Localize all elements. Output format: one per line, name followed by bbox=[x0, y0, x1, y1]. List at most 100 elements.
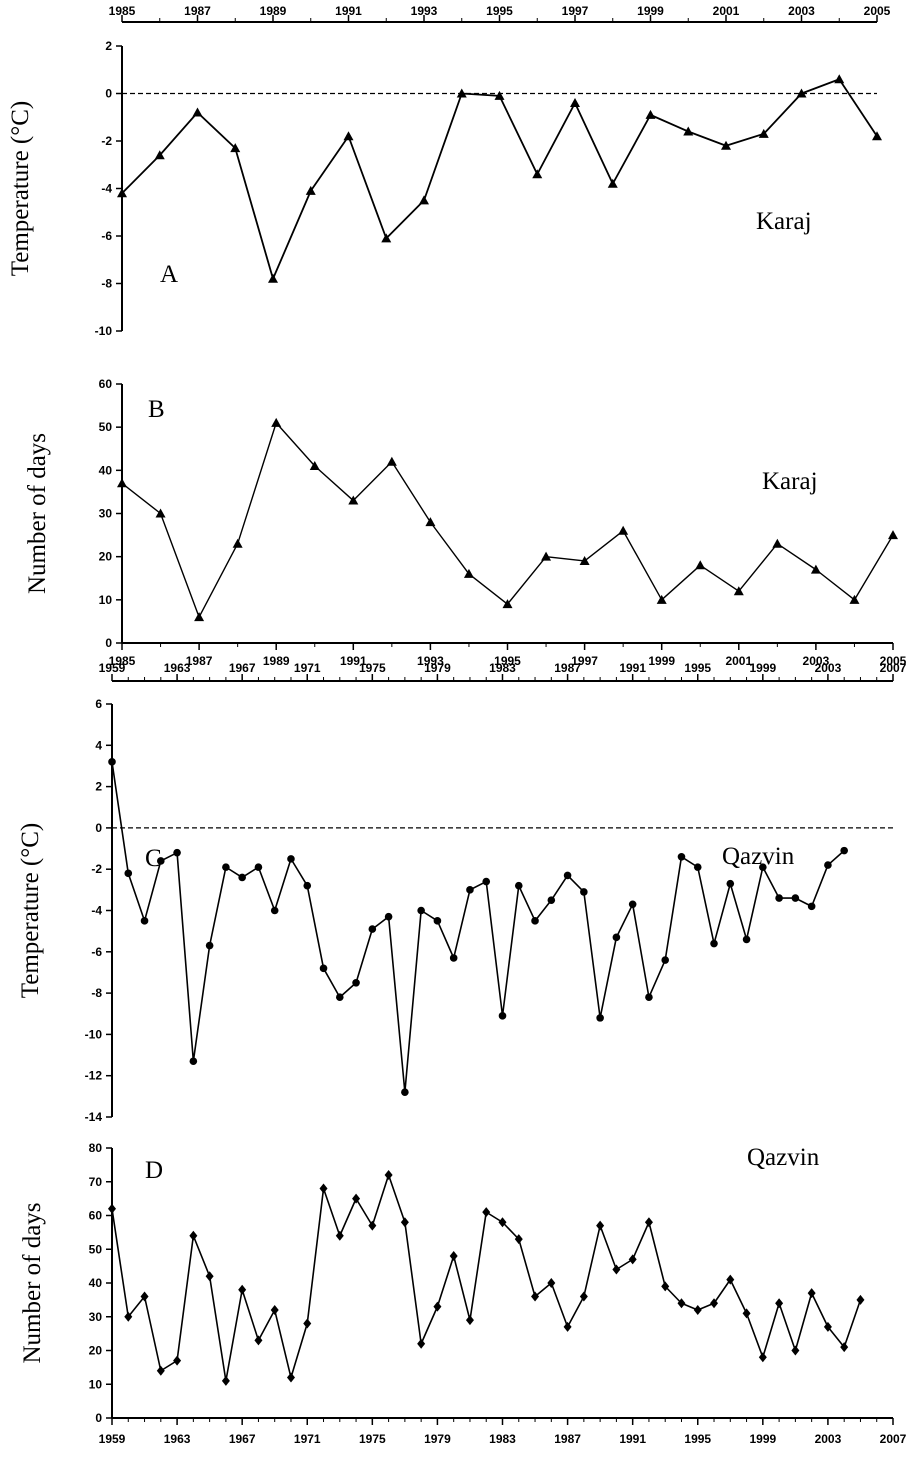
x-tick-label: 1959 bbox=[99, 1432, 126, 1446]
data-point-marker bbox=[807, 1288, 816, 1299]
data-point-marker bbox=[758, 128, 769, 138]
x-tick-label: 2001 bbox=[725, 654, 752, 668]
data-point-marker bbox=[449, 1251, 458, 1261]
x-tick-label: 1987 bbox=[554, 661, 581, 675]
data-point-marker bbox=[352, 978, 360, 987]
panel-c-temperature-qazvin: -14 -12 -10 -8 -6 -4 -2 0 2 4 6 1959 1963 1967 1971 197… bbox=[17, 661, 907, 1124]
data-point-marker bbox=[140, 1291, 149, 1302]
data-point-marker bbox=[140, 917, 149, 925]
data-point-marker bbox=[335, 993, 344, 1002]
data-point-marker bbox=[570, 98, 580, 107]
data-point-marker bbox=[514, 881, 523, 890]
y-tick-label: 4 bbox=[95, 738, 102, 752]
panel-letter: D bbox=[145, 1157, 163, 1184]
data-point-marker bbox=[796, 88, 807, 98]
panel-a-temperature-karaj: -10 -8 -6 -4 -2 0 2 1985 1987 1989 1991 1993 1995 199… bbox=[7, 4, 891, 338]
data-point-marker bbox=[759, 863, 767, 871]
data-point-marker bbox=[268, 273, 278, 283]
y-tick-label: 80 bbox=[89, 1141, 103, 1155]
data-point-marker bbox=[888, 530, 898, 540]
data-point-marker bbox=[384, 912, 393, 921]
data-point-marker bbox=[775, 894, 783, 902]
data-point-marker bbox=[498, 1217, 507, 1228]
data-point-marker bbox=[494, 90, 505, 100]
x-tick-label: 1993 bbox=[417, 654, 444, 668]
station-label: Karaj bbox=[762, 468, 818, 495]
y-axis-label: Temperature (°C) bbox=[17, 823, 44, 999]
data-point-marker bbox=[400, 1217, 409, 1228]
data-point-marker bbox=[155, 508, 166, 518]
data-point-marker bbox=[419, 195, 429, 205]
data-point-marker bbox=[563, 1321, 572, 1332]
data-point-marker bbox=[579, 555, 590, 565]
data-point-marker bbox=[661, 956, 670, 964]
data-point-marker bbox=[108, 758, 116, 766]
data-point-marker bbox=[108, 1203, 116, 1214]
data-point-marker bbox=[456, 88, 467, 98]
data-point-marker bbox=[726, 879, 735, 888]
data-point-marker bbox=[287, 855, 295, 863]
x-tick-label: 1989 bbox=[263, 654, 290, 668]
data-point-marker bbox=[425, 517, 436, 527]
y-tick-label: -8 bbox=[101, 277, 112, 291]
x-tick-label: 2007 bbox=[880, 1432, 907, 1446]
x-tick-label: 1963 bbox=[164, 661, 191, 675]
x-tick-label: 1995 bbox=[486, 4, 513, 18]
data-point-marker bbox=[463, 568, 474, 578]
x-tick-label: 1979 bbox=[424, 661, 451, 675]
x-tick-label: 1959 bbox=[99, 661, 126, 675]
y-tick-label: -4 bbox=[91, 904, 102, 918]
x-tick-label: 1991 bbox=[335, 4, 362, 18]
data-point-marker bbox=[645, 993, 653, 1002]
data-point-marker bbox=[309, 461, 320, 471]
data-point-marker bbox=[466, 886, 474, 894]
data-point-marker bbox=[618, 525, 629, 535]
data-point-marker bbox=[856, 1294, 865, 1305]
x-tick-label: 1999 bbox=[637, 4, 664, 18]
panel-letter: A bbox=[160, 261, 178, 288]
y-tick-label: -10 bbox=[95, 324, 113, 338]
series-line bbox=[121, 78, 878, 280]
data-point-marker bbox=[807, 902, 816, 911]
data-point-marker bbox=[238, 1284, 247, 1295]
data-point-marker bbox=[791, 894, 800, 902]
panel-b-days-karaj: 0 10 20 30 40 50 60 1985 1987 1989 1991 1993 1995 199… bbox=[24, 377, 907, 668]
data-point-marker bbox=[531, 1291, 540, 1302]
data-point-marker bbox=[173, 1355, 182, 1366]
x-tick-label: 1999 bbox=[749, 661, 776, 675]
data-point-marker bbox=[465, 1315, 474, 1326]
x-tick-label: 1999 bbox=[648, 654, 675, 668]
data-point-marker bbox=[547, 896, 556, 904]
data-point-marker bbox=[498, 1012, 507, 1020]
x-tick-label: 2003 bbox=[815, 661, 842, 675]
data-point-marker bbox=[192, 107, 203, 117]
data-point-marker bbox=[695, 560, 706, 570]
data-point-marker bbox=[628, 900, 637, 909]
data-point-marker bbox=[661, 1281, 670, 1292]
data-point-marker bbox=[693, 1305, 702, 1315]
y-axis-label: Temperature (°C) bbox=[7, 101, 34, 277]
data-point-marker bbox=[352, 1193, 361, 1204]
data-point-marker bbox=[433, 1301, 442, 1312]
data-point-marker bbox=[194, 612, 205, 622]
y-tick-label: 10 bbox=[99, 593, 113, 607]
data-point-marker bbox=[189, 1057, 198, 1066]
data-point-marker bbox=[758, 1352, 767, 1363]
y-tick-label: 50 bbox=[99, 420, 113, 434]
y-tick-label: -6 bbox=[91, 945, 102, 959]
y-axis-label: Number of days bbox=[24, 433, 51, 594]
data-point-marker bbox=[840, 1342, 849, 1353]
y-tick-label: 40 bbox=[89, 1276, 103, 1290]
data-point-marker bbox=[173, 848, 181, 857]
data-point-marker bbox=[840, 846, 848, 855]
data-point-marker bbox=[417, 1338, 426, 1349]
x-tick-label: 1987 bbox=[554, 1432, 581, 1446]
data-point-marker bbox=[531, 917, 539, 925]
data-point-marker bbox=[343, 131, 354, 141]
x-tick-label: 1995 bbox=[684, 1432, 711, 1446]
data-point-marker bbox=[693, 863, 702, 871]
data-point-marker bbox=[381, 233, 392, 243]
x-tick-label: 1995 bbox=[494, 654, 521, 668]
data-point-marker bbox=[628, 1254, 637, 1265]
